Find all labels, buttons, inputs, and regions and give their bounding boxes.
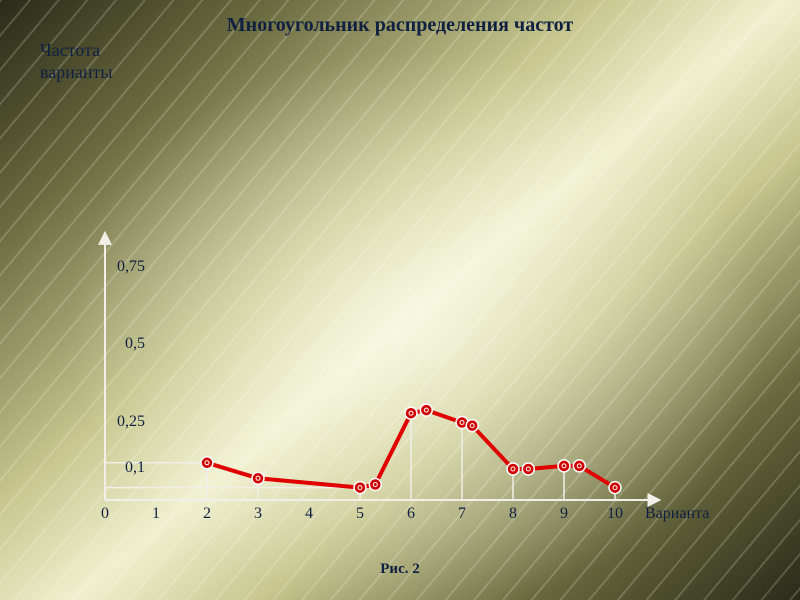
y-tick-label: 0,5 <box>85 335 145 353</box>
y-axis-label: Частота варианты <box>40 40 112 83</box>
y-tick-label: 0,25 <box>85 413 145 431</box>
data-marker <box>405 407 417 419</box>
chart-area: 0,10,250,50,75012345678910Варианта <box>80 130 700 500</box>
x-tick-label: 8 <box>498 505 528 523</box>
data-marker <box>507 463 519 475</box>
data-marker <box>466 420 478 432</box>
y-tick-label: 0,1 <box>85 459 145 477</box>
data-marker <box>558 460 570 472</box>
data-marker <box>522 463 534 475</box>
data-marker <box>420 404 432 416</box>
x-tick-label: 10 <box>600 505 630 523</box>
data-marker <box>354 482 366 494</box>
chart-title: Многоугольник распределения частот <box>0 14 800 37</box>
figure-caption: Рис. 2 <box>0 561 800 578</box>
data-marker <box>573 460 585 472</box>
x-tick-label: 2 <box>192 505 222 523</box>
y-axis-label-line1: Частота <box>40 40 100 60</box>
x-tick-label: 4 <box>294 505 324 523</box>
x-tick-label: 3 <box>243 505 273 523</box>
chart-svg <box>80 130 700 530</box>
y-tick-label: 0,75 <box>85 258 145 276</box>
data-marker <box>609 482 621 494</box>
data-marker <box>201 457 213 469</box>
x-tick-label: 7 <box>447 505 477 523</box>
x-tick-label: 5 <box>345 505 375 523</box>
x-tick-label: 1 <box>141 505 171 523</box>
data-marker <box>369 479 381 491</box>
x-axis-label: Варианта <box>645 505 709 523</box>
x-tick-label: 0 <box>90 505 120 523</box>
y-axis-label-line2: варианты <box>40 62 112 82</box>
x-tick-label: 9 <box>549 505 579 523</box>
x-tick-label: 6 <box>396 505 426 523</box>
data-marker <box>252 472 264 484</box>
